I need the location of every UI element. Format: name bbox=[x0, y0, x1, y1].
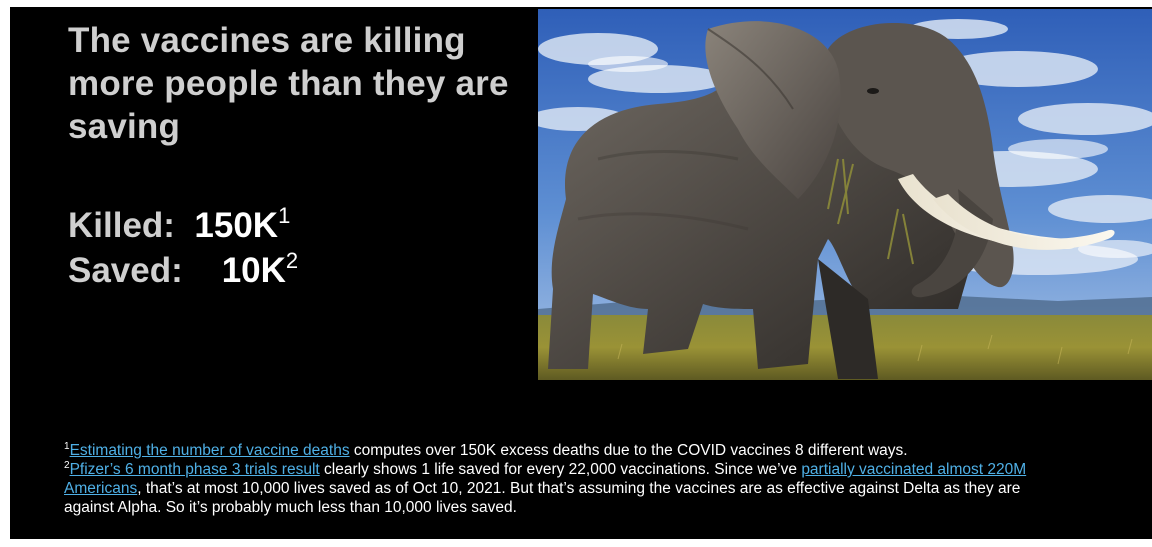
footnote-2-text-b: , that’s at most 10,000 lives saved as o… bbox=[64, 480, 1021, 516]
footnote-1-text: computes over 150K excess deaths due to … bbox=[349, 442, 908, 459]
killed-footnote-ref: 1 bbox=[278, 203, 291, 228]
vaccination-count-link[interactable]: partially vaccinated almost 220M America… bbox=[64, 461, 1027, 497]
headline: The vaccines are killing more people tha… bbox=[68, 21, 509, 146]
saved-row: Saved: 10K2 bbox=[68, 248, 538, 293]
saved-value: 10K bbox=[221, 251, 286, 290]
saved-label: Saved: bbox=[68, 251, 183, 290]
footnote-1-ref: 1 bbox=[64, 441, 70, 452]
elephant-illustration bbox=[538, 9, 1152, 380]
vaccine-deaths-link[interactable]: Estimating the number of vaccine deaths bbox=[69, 442, 350, 459]
footnote-2: 2Pfizer’s 6 month phase 3 trials result … bbox=[64, 460, 1064, 517]
footnotes: 1Estimating the number of vaccine deaths… bbox=[64, 441, 1064, 517]
saved-footnote-ref: 2 bbox=[285, 248, 299, 273]
footnote-1: 1Estimating the number of vaccine deaths… bbox=[64, 441, 1064, 460]
elephant-photo bbox=[538, 9, 1152, 380]
killed-value: 150K bbox=[194, 206, 279, 245]
slide: The vaccines are killing more people tha… bbox=[10, 7, 1152, 539]
killed-value-group: 150K1 bbox=[194, 203, 291, 246]
pfizer-trials-link[interactable]: Pfizer’s 6 month phase 3 trials result bbox=[69, 461, 320, 478]
stats-block: Killed: 150K1 Saved: 10K2 bbox=[68, 203, 538, 293]
killed-row: Killed: 150K1 bbox=[68, 203, 538, 248]
footnote-2-text-a: clearly shows 1 life saved for every 22,… bbox=[319, 461, 802, 478]
footnote-2-ref: 2 bbox=[64, 460, 70, 471]
killed-label: Killed: bbox=[68, 206, 175, 245]
saved-value-group: 10K2 bbox=[221, 248, 299, 291]
